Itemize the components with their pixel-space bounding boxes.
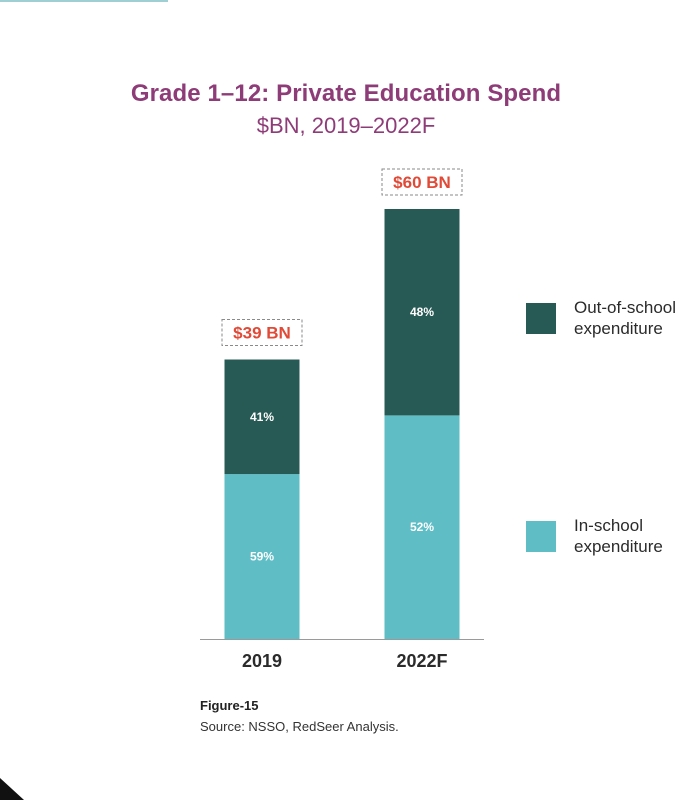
total-label-2022f: $60 BN	[393, 173, 451, 192]
legend-item-out-of-school: Out-of-school expenditure	[526, 297, 692, 339]
source-label: Source: NSSO, RedSeer Analysis.	[200, 719, 399, 734]
figure-label: Figure-15	[200, 698, 259, 713]
chart-title: Grade 1–12: Private Education Spend	[130, 80, 562, 107]
x-tick-label-2022f: 2022F	[396, 651, 447, 671]
data-label-out-of-school-2022f: 48%	[410, 305, 434, 319]
x-tick-label-2019: 2019	[242, 651, 282, 671]
legend-label-out-of-school: Out-of-school expenditure	[574, 297, 692, 339]
legend-label-in-school: In-school expenditure	[574, 515, 692, 557]
stacked-bar-chart: 59% 41% $39 BN 2019 52% 48% $60 BN 2022F	[200, 168, 484, 671]
top-accent-strip	[0, 0, 168, 2]
legend-label-out-of-school-line2: expenditure	[574, 319, 663, 338]
bar-segment-in-school-2022f	[384, 415, 460, 639]
legend-label-in-school-line1: In-school	[574, 516, 643, 535]
bar-segment-in-school-2019	[224, 474, 300, 639]
data-label-in-school-2022f: 52%	[410, 520, 434, 534]
bar-segment-out-of-school-2019	[224, 359, 300, 475]
total-label-2019: $39 BN	[233, 324, 291, 343]
legend-swatch-out-of-school	[526, 302, 556, 334]
legend-label-in-school-line2: expenditure	[574, 537, 663, 556]
legend-item-in-school: In-school expenditure	[526, 515, 692, 557]
legend-label-out-of-school-line1: Out-of-school	[574, 298, 677, 317]
total-label-box-2022f	[381, 168, 463, 196]
total-label-box-2019	[221, 319, 303, 346]
chart-subtitle: $BN, 2019–2022F	[256, 113, 436, 138]
bar-segment-out-of-school-2022f	[384, 209, 460, 416]
legend-swatch-in-school	[526, 520, 556, 552]
data-label-out-of-school-2019: 41%	[250, 410, 274, 424]
data-label-in-school-2019: 59%	[250, 550, 274, 564]
